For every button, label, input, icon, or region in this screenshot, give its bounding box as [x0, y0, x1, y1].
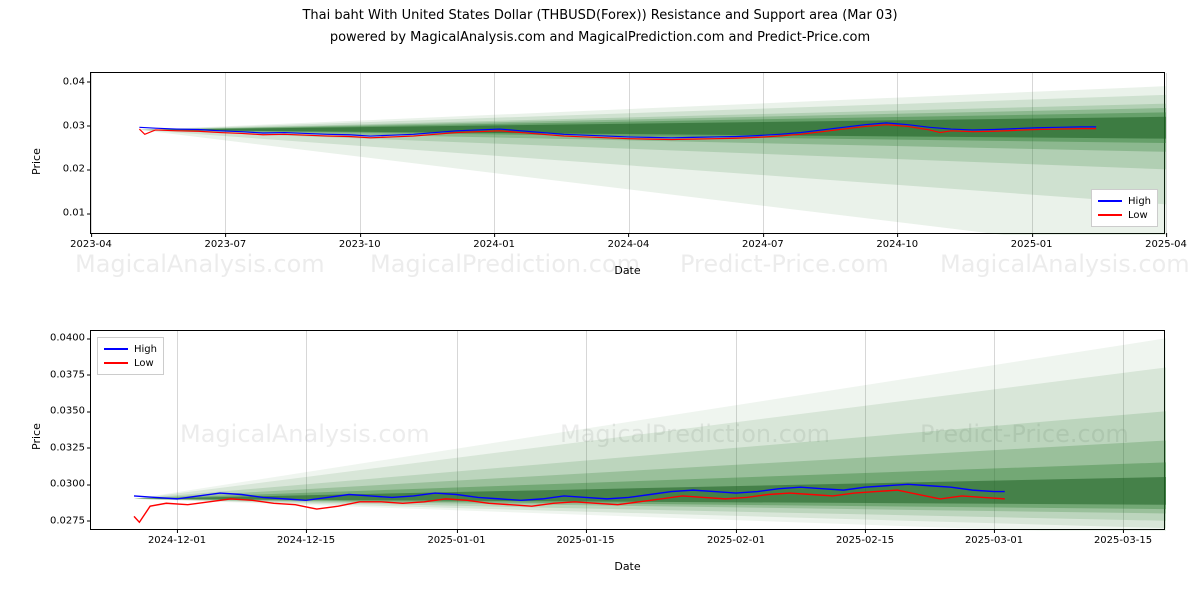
x-tick-label: 2023-04 — [70, 233, 112, 250]
legend-item: Low — [104, 356, 157, 370]
gridline — [897, 73, 898, 233]
bottom-chart-xlabel: Date — [90, 560, 1165, 573]
x-tick-label: 2024-10 — [876, 233, 918, 250]
y-tick-label: 0.03 — [63, 120, 91, 131]
gridline — [1032, 73, 1033, 233]
y-tick-label: 0.0400 — [50, 333, 91, 344]
x-tick-label: 2024-12-15 — [277, 529, 335, 546]
x-tick-label: 2025-02-15 — [836, 529, 894, 546]
gridline — [360, 73, 361, 233]
y-tick-label: 0.02 — [63, 164, 91, 175]
gridline — [736, 331, 737, 529]
gridline — [457, 331, 458, 529]
legend-swatch — [104, 348, 128, 350]
chart-title: Thai baht With United States Dollar (THB… — [0, 8, 1200, 23]
legend-label: High — [1128, 196, 1151, 207]
y-tick-label: 0.01 — [63, 208, 91, 219]
top-chart-ylabel: Price — [30, 148, 43, 175]
gridline — [1166, 73, 1167, 233]
gridline — [225, 73, 226, 233]
legend: High Low — [1091, 189, 1158, 227]
legend: High Low — [97, 337, 164, 375]
chart-subtitle: powered by MagicalAnalysis.com and Magic… — [0, 30, 1200, 45]
x-tick-label: 2025-01-15 — [556, 529, 614, 546]
gridline — [91, 73, 92, 233]
bottom-chart-ylabel: Price — [30, 423, 43, 450]
x-tick-label: 2025-01 — [1011, 233, 1053, 250]
gridline — [586, 331, 587, 529]
x-tick-label: 2025-01-01 — [427, 529, 485, 546]
legend-label: Low — [1128, 210, 1148, 221]
gridline — [763, 73, 764, 233]
y-tick-label: 0.0325 — [50, 442, 91, 453]
x-tick-label: 2024-04 — [608, 233, 650, 250]
x-tick-label: 2025-02-01 — [707, 529, 765, 546]
gridline — [306, 331, 307, 529]
x-tick-label: 2025-03-01 — [965, 529, 1023, 546]
gridline — [865, 331, 866, 529]
gridline — [494, 73, 495, 233]
y-tick-label: 0.04 — [63, 76, 91, 87]
x-tick-label: 2024-12-01 — [148, 529, 206, 546]
series-low — [134, 490, 1005, 522]
legend-swatch — [1098, 214, 1122, 216]
legend-item: Low — [1098, 208, 1151, 222]
legend-swatch — [1098, 200, 1122, 202]
gridline — [994, 331, 995, 529]
series-high — [139, 123, 1096, 138]
fan-bands — [91, 331, 1166, 531]
series-high — [134, 484, 1005, 500]
series-lines — [91, 331, 1166, 531]
top-chart: 0.010.020.030.042023-042023-072023-10202… — [90, 72, 1165, 234]
y-tick-label: 0.0375 — [50, 369, 91, 380]
gridline — [177, 331, 178, 529]
y-tick-label: 0.0350 — [50, 406, 91, 417]
legend-swatch — [104, 362, 128, 364]
x-tick-label: 2025-04 — [1145, 233, 1187, 250]
gridline — [629, 73, 630, 233]
y-tick-label: 0.0300 — [50, 479, 91, 490]
legend-item: High — [104, 342, 157, 356]
top-chart-xlabel: Date — [90, 264, 1165, 277]
x-tick-label: 2024-01 — [473, 233, 515, 250]
legend-label: High — [134, 344, 157, 355]
series-low — [139, 125, 1096, 140]
x-tick-label: 2025-03-15 — [1094, 529, 1152, 546]
legend-item: High — [1098, 194, 1151, 208]
legend-label: Low — [134, 358, 154, 369]
bottom-chart: 0.02750.03000.03250.03500.03750.04002024… — [90, 330, 1165, 530]
x-tick-label: 2023-10 — [339, 233, 381, 250]
x-tick-label: 2024-07 — [742, 233, 784, 250]
x-tick-label: 2023-07 — [204, 233, 246, 250]
y-tick-label: 0.0275 — [50, 515, 91, 526]
gridline — [1123, 331, 1124, 529]
